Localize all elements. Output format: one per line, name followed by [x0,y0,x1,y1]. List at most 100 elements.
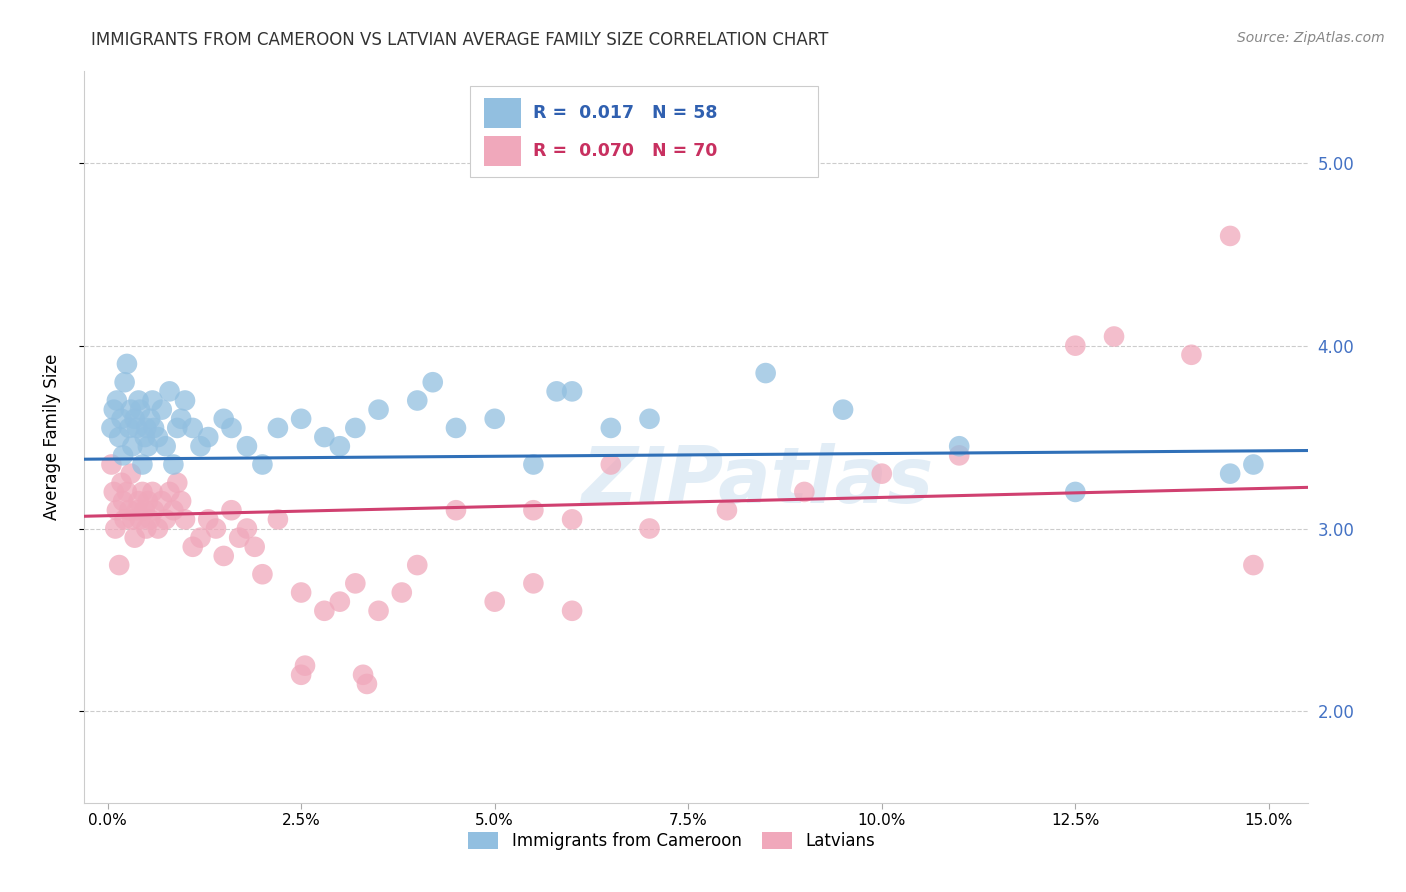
Point [150,402,173,417]
Point [444,503,467,517]
Point [115,485,138,500]
Point [236,439,259,453]
Point [561,512,583,526]
Point [134,503,156,517]
Point [228,531,250,545]
Point [406,393,429,408]
Point [135,521,157,535]
Point [212,549,235,563]
Point [103,485,125,500]
Point [129,512,152,526]
Point [100,421,122,435]
Point [252,567,274,582]
Point [832,402,855,417]
Point [197,512,219,526]
Point [1064,338,1087,352]
Point [162,458,184,472]
Point [422,375,444,389]
Point [1219,229,1241,244]
Point [124,531,146,545]
Point [484,594,506,608]
Point [391,585,413,599]
Point [174,393,197,408]
Point [170,412,193,426]
Point [1102,329,1125,343]
Point [136,439,159,453]
Point [212,412,235,426]
Point [120,467,142,481]
Point [267,421,290,435]
Point [546,384,568,399]
Point [294,658,316,673]
Point [181,540,204,554]
FancyBboxPatch shape [470,86,818,178]
Point [1241,458,1264,472]
Point [162,503,184,517]
Point [108,430,131,444]
Text: ZIPatlas: ZIPatlas [581,443,934,519]
Point [108,558,131,573]
Point [197,430,219,444]
Point [190,531,212,545]
Point [190,439,212,453]
Point [134,430,156,444]
Point [124,412,146,426]
Point [716,503,738,517]
Point [314,604,336,618]
Point [110,475,132,490]
Point [120,402,142,417]
Y-axis label: Average Family Size: Average Family Size [42,354,60,520]
Point [131,458,153,472]
Point [181,421,204,435]
Legend: Immigrants from Cameroon, Latvians: Immigrants from Cameroon, Latvians [461,825,882,856]
Point [236,521,259,535]
Point [104,521,127,535]
Point [329,439,352,453]
Point [141,393,163,408]
Point [155,512,177,526]
Text: R =  0.017   N = 58: R = 0.017 N = 58 [533,104,718,122]
Point [143,421,166,435]
Point [121,439,143,453]
Point [166,421,188,435]
Point [121,512,143,526]
Point [135,421,157,435]
Point [290,667,312,681]
Point [252,458,274,472]
Point [146,430,169,444]
Point [205,521,228,535]
Point [114,512,136,526]
Point [638,412,661,426]
Point [356,677,378,691]
Point [118,503,141,517]
Text: Source: ZipAtlas.com: Source: ZipAtlas.com [1237,31,1385,45]
Text: IMMIGRANTS FROM CAMEROON VS LATVIAN AVERAGE FAMILY SIZE CORRELATION CHART: IMMIGRANTS FROM CAMEROON VS LATVIAN AVER… [91,31,828,49]
Point [221,503,243,517]
Point [1180,348,1202,362]
Point [129,402,152,417]
Text: R =  0.070   N = 70: R = 0.070 N = 70 [533,142,717,160]
Point [755,366,778,380]
Point [105,393,128,408]
Point [638,521,661,535]
Point [131,485,153,500]
Point [174,512,197,526]
FancyBboxPatch shape [484,98,522,128]
Point [329,594,352,608]
Point [344,576,367,591]
Point [599,421,621,435]
Point [115,357,138,371]
Point [793,485,815,500]
Point [143,503,166,517]
Point [352,667,374,681]
Point [166,475,188,490]
Point [367,604,389,618]
Point [159,485,181,500]
Point [139,412,162,426]
Point [948,448,970,462]
Point [221,421,243,435]
Point [243,540,266,554]
Point [344,421,367,435]
Point [1241,558,1264,573]
Point [128,393,150,408]
